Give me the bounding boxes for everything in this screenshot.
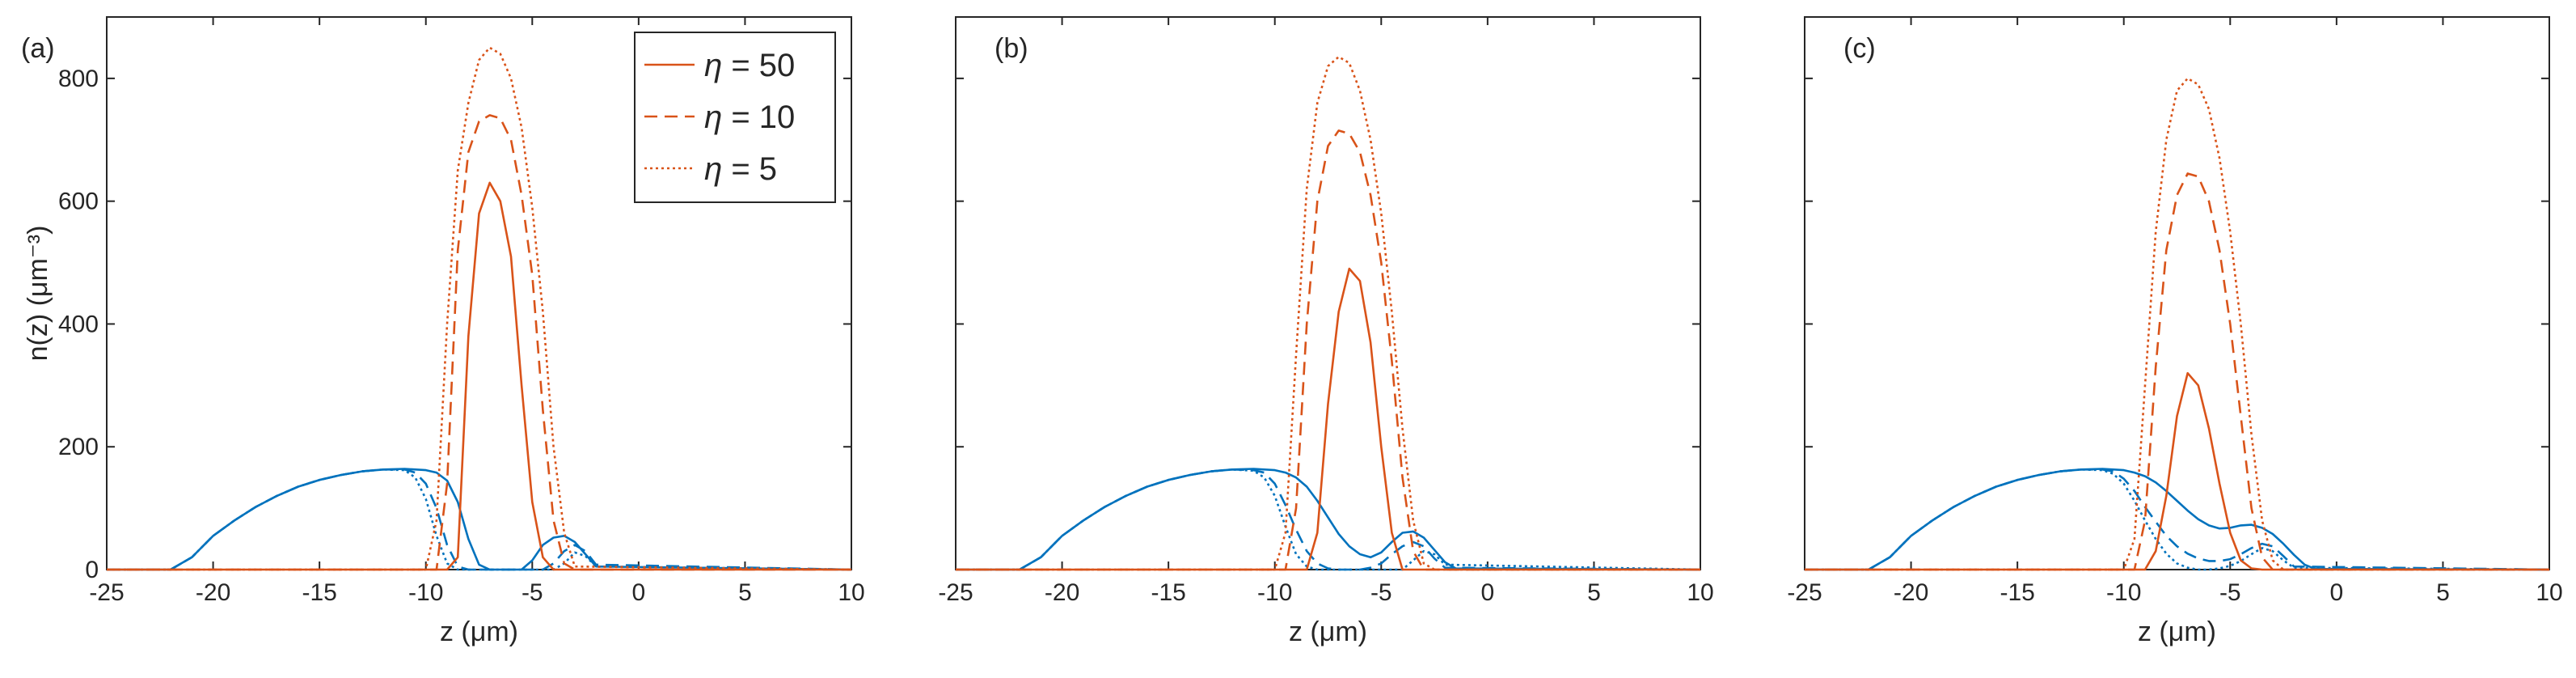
x-tick-label: -5 [522, 579, 543, 606]
series-line [1805, 172, 2549, 571]
x-tick-label: 10 [1687, 579, 1713, 606]
eta-symbol: η [704, 48, 722, 83]
x-axis-label: z (μm) [1289, 617, 1367, 647]
x-tick-label: 5 [1587, 579, 1601, 606]
series-line [107, 46, 852, 571]
legend-label: η = 50 [704, 48, 795, 83]
x-tick-label: -15 [2000, 579, 2034, 606]
x-tick-label: 0 [2330, 579, 2344, 606]
x-tick-label: -25 [938, 579, 973, 606]
series-line [107, 114, 851, 571]
series-line [1805, 468, 2550, 571]
legend-label: η = 10 [704, 100, 795, 135]
legend-value: = 10 [722, 100, 795, 135]
series-line [107, 468, 852, 571]
x-tick-label: -25 [1787, 579, 1822, 606]
axes-box [1804, 16, 2550, 570]
series-line [956, 267, 1700, 571]
series-line [107, 468, 852, 571]
y-tick-label: 600 [58, 189, 99, 215]
x-tick-label: -5 [1370, 579, 1392, 606]
y-tick-label: 800 [58, 66, 99, 92]
x-tick-label: 0 [632, 579, 646, 606]
series-line [107, 181, 851, 571]
x-axis-label: z (μm) [2138, 617, 2216, 647]
x-tick-label: -10 [1257, 579, 1292, 606]
axes-box [955, 16, 1701, 570]
y-tick-label: 200 [58, 434, 99, 460]
series-line [1805, 468, 2550, 571]
panel-c: -25 -20 -15 -10 -5 0 5 10 z (μm) (c) [1787, 16, 2563, 647]
x-tick-label: -5 [2219, 579, 2241, 606]
legend-label: η = 5 [704, 151, 777, 187]
x-tick-label: 10 [838, 579, 864, 606]
y-axis-label: n(z) (μm⁻³) [23, 226, 53, 362]
axes-box [106, 16, 852, 570]
legend-value: = 5 [722, 151, 777, 187]
x-tick-label: -25 [89, 579, 124, 606]
series-line [956, 468, 1701, 571]
series-line [1805, 77, 2549, 571]
x-tick-label: -15 [1151, 579, 1185, 606]
x-tick-label: 0 [1481, 579, 1495, 606]
panel-label: (a) [21, 33, 55, 64]
series-line [956, 468, 1701, 571]
eta-symbol: η [704, 100, 722, 135]
panel-b: -25 -20 -15 -10 -5 0 5 10 z (μm) (b) [938, 16, 1714, 647]
panel-a: -25 -20 -15 -10 -5 0 5 10 0 200 400 600 800 z (μm) n(z… [21, 16, 865, 647]
x-axis-label: z (μm) [440, 617, 518, 647]
series-line [1805, 468, 2550, 571]
x-tick-label: -10 [408, 579, 443, 606]
series-line [1805, 371, 2549, 571]
legend: η = 50η = 10η = 5 [634, 32, 836, 203]
series-line [956, 468, 1701, 571]
x-tick-label: -20 [1045, 579, 1079, 606]
x-tick-label: 5 [738, 579, 752, 606]
x-tick-label: -20 [196, 579, 230, 606]
x-tick-label: -10 [2106, 579, 2141, 606]
series-line [956, 56, 1700, 571]
y-tick-label: 400 [58, 311, 99, 337]
eta-symbol: η [704, 151, 722, 187]
x-tick-label: 5 [2436, 579, 2450, 606]
x-tick-label: 10 [2536, 579, 2562, 606]
series-line [107, 468, 852, 571]
legend-value: = 50 [722, 48, 795, 83]
y-tick-label: 0 [85, 557, 99, 583]
x-tick-label: -20 [1894, 579, 1928, 606]
panel-label: (c) [1843, 33, 1876, 64]
series-line [956, 129, 1700, 571]
panel-label: (b) [995, 33, 1028, 64]
x-tick-label: -15 [302, 579, 336, 606]
